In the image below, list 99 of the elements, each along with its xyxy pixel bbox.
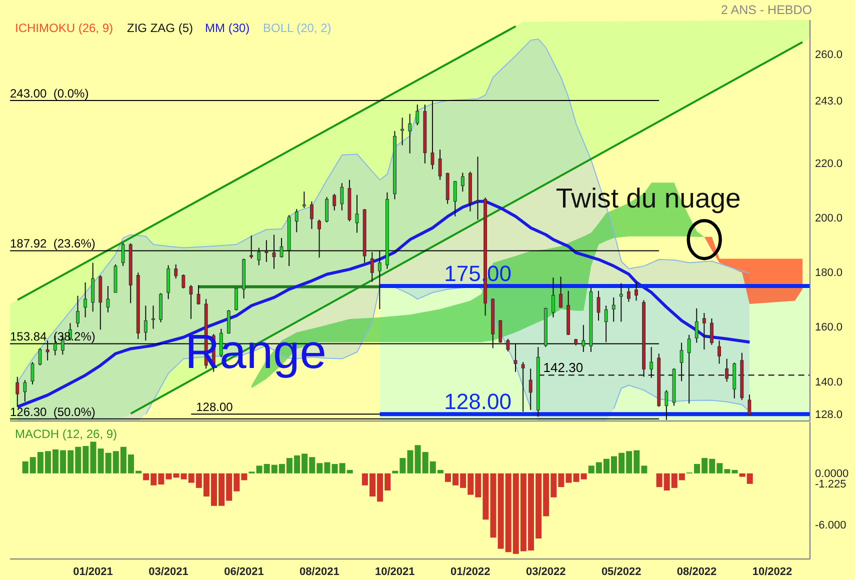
candlestick: [182, 274, 186, 289]
candlestick: [280, 237, 284, 258]
candlestick: [91, 262, 95, 312]
candlestick: [332, 193, 336, 211]
candlestick: [234, 287, 238, 312]
candlestick: [582, 324, 586, 352]
x-tick-label: 01/2022: [450, 566, 490, 578]
candlestick: [264, 240, 268, 262]
candlestick: [121, 242, 125, 267]
candlestick: [30, 362, 34, 385]
candlestick: [76, 295, 80, 328]
text: MM (30): [205, 21, 250, 35]
y-tick-label: 160.0: [815, 322, 843, 334]
candlestick: [144, 305, 148, 342]
chart-subtitle: 2 ANS - HEBDO: [721, 3, 812, 17]
candlestick: [559, 276, 562, 308]
candlestick: [174, 264, 178, 280]
candlestick: [84, 282, 88, 318]
candlestick: [370, 252, 374, 282]
y-tick-label: -6.000: [815, 520, 846, 532]
candlestick: [725, 358, 729, 382]
candlestick: [694, 308, 698, 344]
candlestick: [166, 264, 170, 300]
candlestick: [430, 100, 434, 170]
candlestick: [302, 191, 306, 208]
candlestick: [506, 338, 510, 352]
candlestick: [528, 368, 532, 411]
candlestick: [619, 282, 623, 322]
candlestick: [498, 320, 502, 344]
y-tick-label: 220.0: [815, 158, 843, 170]
x-tick-label: 08/2022: [676, 566, 717, 578]
candlestick: [680, 342, 684, 382]
candlestick: [294, 208, 298, 233]
candlestick: [596, 290, 600, 322]
candlestick: [46, 340, 50, 361]
x-tick-label: 10/2021: [375, 566, 415, 578]
candlestick: [408, 113, 412, 154]
x-tick-label: 03/2021: [148, 566, 188, 578]
candlestick: [476, 156, 480, 220]
series-label: 142.30: [543, 360, 584, 376]
series-label: 243.00 (0.0%): [10, 86, 89, 100]
annotation: ZIG ZAG (5): [127, 21, 194, 35]
candlestick: [710, 318, 714, 346]
candlestick: [378, 250, 382, 310]
candlestick: [687, 334, 691, 404]
candlestick: [16, 376, 20, 408]
y-tick-label: 243.0: [815, 95, 843, 108]
text: BOLL (20, 2): [263, 21, 332, 35]
series-label: MACDH (12, 26, 9): [15, 427, 118, 441]
series-label: 128.00: [444, 389, 512, 414]
candlestick: [257, 247, 261, 266]
candlestick: [748, 394, 752, 416]
y-tick-label: 128.0: [815, 409, 843, 422]
y-tick-label: 260.0: [815, 48, 843, 61]
candlestick: [38, 348, 42, 366]
y-tick-label: -1.225: [815, 478, 846, 491]
candlestick: [196, 284, 200, 306]
candlestick: [438, 149, 442, 180]
candlestick: [664, 390, 668, 420]
candlestick: [634, 281, 638, 302]
candlestick: [416, 104, 420, 126]
x-tick-label: 01/2021: [73, 566, 113, 578]
x-tick-label: 03/2022: [526, 566, 566, 578]
x-tick-label: 10/2022: [752, 566, 792, 578]
candlestick: [650, 346, 654, 378]
y-tick-label: 180.0: [815, 267, 843, 280]
candlestick: [627, 287, 630, 302]
candlestick: [318, 219, 321, 258]
candlestick: [325, 196, 329, 223]
candlestick: [355, 194, 359, 234]
series-label: 187.92 (23.6%): [10, 236, 96, 251]
x-tick-label: 05/2022: [601, 566, 642, 578]
x-tick-label: 06/2021: [224, 566, 264, 578]
candlestick: [310, 200, 314, 230]
candlestick: [460, 172, 464, 192]
candlestick: [521, 362, 525, 412]
candlestick: [718, 340, 721, 364]
candlestick: [702, 312, 706, 350]
candlestick: [189, 284, 193, 320]
legend-label: ICHIMOKU (26, 9): [15, 21, 114, 35]
candlestick: [552, 277, 555, 318]
y-tick-label: 140.0: [815, 376, 843, 388]
candlestick: [152, 305, 155, 330]
candlestick: [400, 117, 404, 146]
candlestick: [340, 182, 344, 211]
candlestick: [106, 285, 110, 313]
candlestick: [272, 234, 276, 270]
candlestick: [514, 343, 518, 372]
candlestick: [604, 305, 608, 343]
candlestick: [23, 380, 27, 402]
candlestick: [250, 235, 254, 260]
candlestick: [453, 180, 457, 217]
candlestick: [612, 296, 616, 322]
y-tick-label: 0.0000: [815, 468, 849, 480]
y-tick-label: 200.0: [815, 212, 843, 225]
series-label: 126.30 (50.0%): [10, 404, 96, 419]
bar: [732, 470, 738, 474]
x-tick-label: 08/2021: [300, 566, 340, 578]
series-label: 128.00: [196, 400, 234, 414]
